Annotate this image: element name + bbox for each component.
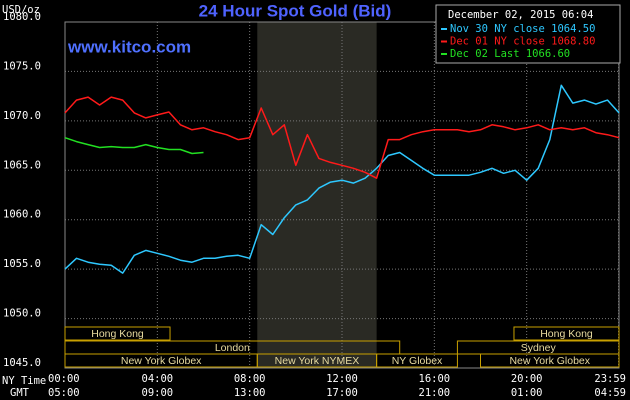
session-box — [64, 326, 171, 341]
plot-border — [64, 21, 620, 369]
series-line — [64, 96, 620, 179]
session-box — [480, 353, 620, 368]
y-tick-label: 1065.0 — [3, 159, 41, 171]
highlight-band — [257, 22, 377, 368]
y-axis-label: USD/oz — [2, 4, 40, 16]
x-tick-label-gmt: 05:00 — [48, 387, 80, 399]
x-tick-label-gmt: 01:00 — [511, 387, 543, 399]
session-label: Sydney — [521, 342, 557, 354]
x-tick-label: 23:59 — [594, 373, 626, 385]
legend-title: December 02, 2015 06:04 — [448, 9, 593, 21]
chart-title: 24 Hour Spot Gold (Bid) — [199, 1, 392, 20]
x-tick-label: 20:00 — [511, 373, 543, 385]
x-tick-label: 00:00 — [48, 373, 80, 385]
y-tick-label: 1045.0 — [3, 357, 41, 369]
x-axis-label: GMT — [10, 387, 30, 399]
session-box — [513, 326, 620, 341]
y-tick-label: 1055.0 — [3, 258, 41, 270]
x-tick-label-gmt: 17:00 — [326, 387, 358, 399]
legend-entry: Dec 02 Last 1066.60 — [450, 48, 570, 60]
x-axis-label: NY Time — [2, 375, 46, 387]
legend-entry: Nov 30 NY close 1064.50 — [450, 23, 595, 35]
x-tick-label-gmt: 09:00 — [142, 387, 174, 399]
y-tick-label: 1070.0 — [3, 110, 41, 122]
y-tick-label: 1075.0 — [3, 60, 41, 72]
y-tick-label: 1050.0 — [3, 308, 41, 320]
watermark: www.kitco.com — [67, 37, 191, 56]
series-line — [64, 84, 620, 274]
x-tick-label-gmt: 21:00 — [419, 387, 451, 399]
session-label: NY Globex — [392, 355, 443, 367]
x-tick-label: 16:00 — [419, 373, 451, 385]
session-label: New York Globex — [121, 355, 202, 367]
x-tick-label-gmt: 13:00 — [234, 387, 266, 399]
x-tick-label-gmt: 04:59 — [594, 387, 626, 399]
session-label: New York NYMEX — [275, 355, 360, 367]
series-line — [64, 136, 204, 155]
session-label: Hong Kong — [540, 328, 593, 340]
session-label: Hong Kong — [91, 328, 144, 340]
legend-box — [435, 4, 621, 64]
session-box — [376, 353, 458, 368]
x-tick-label: 08:00 — [234, 373, 266, 385]
session-label: London — [215, 342, 250, 354]
x-tick-label: 04:00 — [142, 373, 174, 385]
y-tick-label: 1080.0 — [3, 11, 41, 23]
legend: December 02, 2015 06:04 Nov 30 NY close 1… — [435, 4, 621, 64]
legend-entry: Dec 01 NY close 1068.80 — [450, 36, 595, 48]
x-tick-label: 12:00 — [326, 373, 358, 385]
session-label: New York Globex — [509, 355, 590, 367]
y-tick-label: 1060.0 — [3, 209, 41, 221]
